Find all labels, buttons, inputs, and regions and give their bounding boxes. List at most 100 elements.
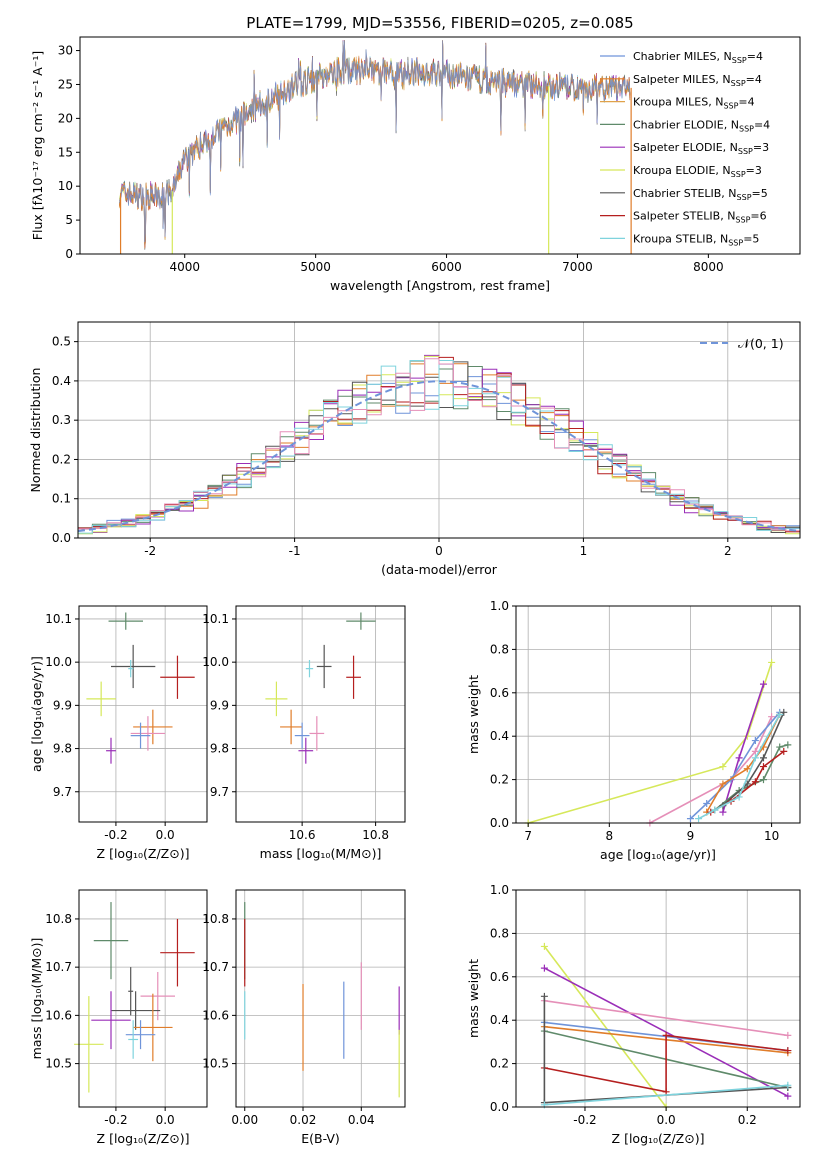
y-tick-label: 5 — [65, 213, 73, 227]
y-tick-label: 10.8 — [202, 912, 229, 926]
weight-marker — [780, 708, 788, 716]
x-tick-label: 0.02 — [290, 1113, 317, 1127]
x-tick-label: 5000 — [300, 260, 331, 274]
y-tick-label: 0.8 — [490, 642, 509, 656]
x-tick-label: 0.04 — [348, 1113, 375, 1127]
error-bar-point — [130, 716, 166, 751]
error-bar-point — [309, 716, 325, 751]
weight-series — [527, 662, 773, 824]
legend-entry: Chabrier ELODIE, NSSP=4 — [633, 118, 770, 133]
x-tick-label: 0.00 — [231, 1113, 258, 1127]
chart-weight-vs-age: 7 8 9 10 0.0 0.2 0.4 0.6 0.8 1.0 age [log₁₀(age/yr… — [466, 599, 801, 862]
y-tick-label: 0.0 — [490, 816, 509, 830]
y-tick-label: 0.2 — [490, 1057, 509, 1071]
y-tick-label: 30 — [58, 44, 73, 58]
x-axis-label: wavelength [Angstrom, rest frame] — [330, 278, 550, 293]
y-tick-label: 9.7 — [210, 785, 229, 799]
spectrum-line — [118, 40, 631, 249]
weight-marker — [540, 964, 548, 972]
weight-marker — [719, 808, 727, 816]
weight-series — [689, 711, 781, 820]
error-bar-point — [298, 737, 314, 764]
weight-marker — [751, 737, 759, 745]
error-bar-point — [111, 644, 156, 689]
chart-mass-vs-Z: -0.2 0.0 10.5 10.6 10.7 10.8 Z [log₁₀(Z/Z⊙)] ma… — [29, 889, 208, 1146]
y-tick-label: 25 — [58, 77, 73, 91]
weight-marker — [711, 806, 719, 814]
y-tick-label: 0.0 — [52, 531, 71, 545]
y-tick-label: 10.5 — [45, 1057, 72, 1071]
y-tick-label: 10 — [58, 179, 73, 193]
y-tick-label: 0.6 — [490, 970, 509, 984]
x-axis-label: Z [log₁₀(Z/Z⊙)] — [97, 846, 190, 861]
chart-weight-vs-Z: -0.2 0.0 0.2 0.0 0.2 0.4 0.6 0.8 1.0 Z [log₁₀(Z/Z… — [466, 883, 801, 1146]
y-tick-label: 9.9 — [53, 698, 72, 712]
legend-entry: 𝒩(0, 1) — [738, 336, 784, 351]
weight-marker — [540, 942, 548, 950]
weight-series — [544, 1084, 788, 1106]
y-tick-label: 10.6 — [45, 1008, 72, 1022]
axes-frame — [235, 605, 406, 823]
x-tick-label: -2 — [144, 544, 156, 558]
weight-marker — [759, 776, 767, 784]
weight-marker — [695, 815, 703, 823]
x-tick-label: 10.8 — [362, 828, 389, 842]
weight-marker — [686, 815, 694, 823]
weight-marker — [662, 1031, 670, 1039]
y-tick-label: 10.1 — [45, 612, 72, 626]
error-bar-point — [160, 655, 195, 699]
plot-area — [77, 354, 800, 538]
legend-entry: Kroupa MILES, NSSP=4 — [633, 96, 755, 111]
chart-age-vs-Z: -0.2 0.0 9.7 9.8 9.9 10.0 10.1 Z [log₁₀(Z/Z⊙)] a… — [29, 605, 208, 861]
weight-marker — [735, 754, 743, 762]
y-tick-label: 10.7 — [45, 960, 72, 974]
weight-marker — [735, 793, 743, 801]
x-tick-label: 10.6 — [289, 828, 316, 842]
weight-marker — [719, 780, 727, 788]
error-bar-point — [130, 722, 151, 749]
error-bar-point — [294, 722, 310, 749]
x-tick-label: 0.2 — [738, 1113, 757, 1127]
y-tick-label: 0.5 — [52, 335, 71, 349]
weight-marker — [751, 754, 759, 762]
x-tick-label: 0.0 — [657, 1113, 676, 1127]
error-bar-point — [346, 612, 376, 630]
legend-entry: Salpeter ELODIE, NSSP=3 — [633, 141, 769, 156]
y-tick-label: 10.0 — [45, 655, 72, 669]
x-tick-label: -0.2 — [573, 1113, 596, 1127]
y-tick-label: 10.6 — [202, 1008, 229, 1022]
y-tick-label: 10.8 — [45, 912, 72, 926]
y-axis-label: Flux [fλ10⁻¹⁷ erg cm⁻² s⁻¹ A⁻¹] — [30, 51, 45, 240]
chart-age-vs-mass: 10.6 10.8 9.7 9.8 9.9 10.0 10.1 mass [log₁₀(M/M… — [202, 605, 406, 861]
error-bar-point — [106, 737, 116, 764]
axes-frame — [235, 889, 406, 1108]
legend: 𝒩(0, 1) — [700, 336, 784, 351]
error-bar-point — [128, 660, 134, 678]
x-tick-label: 9 — [687, 829, 695, 843]
x-tick-label: 7000 — [562, 260, 593, 274]
legend-entry: Chabrier STELIB, NSSP=5 — [633, 187, 768, 202]
y-tick-label: 15 — [58, 145, 73, 159]
axes-frame — [515, 889, 801, 1108]
y-tick-label: 0.4 — [490, 729, 509, 743]
x-tick-label: 0.0 — [156, 828, 175, 842]
error-bar-point — [133, 709, 173, 745]
weight-marker — [751, 747, 759, 755]
error-bar-point — [108, 612, 143, 630]
x-tick-label: 0 — [435, 544, 443, 558]
chart-spectrum: 4000 5000 6000 7000 8000 0 5 10 15 20 25 30 waveleng… — [30, 14, 801, 293]
x-tick-label: 1 — [580, 544, 588, 558]
weight-marker — [784, 1047, 792, 1055]
legend-entry: Salpeter MILES, NSSP=4 — [633, 73, 762, 88]
y-tick-label: 1.0 — [490, 599, 509, 613]
error-bar-point — [140, 971, 175, 1021]
weight-marker — [784, 741, 792, 749]
error-bar-point — [133, 993, 173, 1062]
error-bar-point — [346, 655, 361, 699]
weight-marker — [784, 1081, 792, 1089]
error-bar-point — [128, 967, 134, 1016]
y-tick-label: 0.4 — [52, 374, 71, 388]
x-tick-label: -0.2 — [104, 828, 127, 842]
chart-mass-vs-EBV: 0.00 0.02 0.04 10.5 10.6 10.7 10.8 E(B-V) — [202, 889, 406, 1146]
x-axis-label: (data-model)/error — [381, 562, 498, 577]
